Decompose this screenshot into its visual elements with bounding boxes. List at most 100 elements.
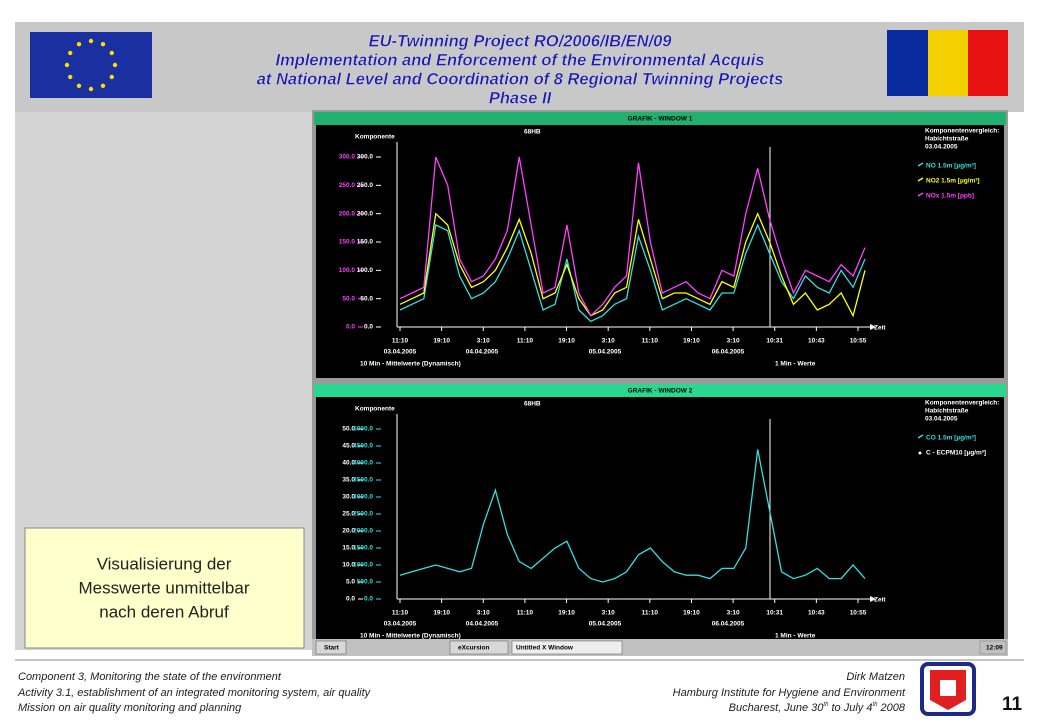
y-tick-label: 50.0 <box>342 295 355 302</box>
y-tick-label: 200.0 <box>357 210 374 217</box>
taskbar: Start eXcursion Untitled X Window 12:09 <box>312 639 1008 656</box>
footer-date: Bucharest, June 30th to July 4th 2008 <box>729 702 906 714</box>
time-label: Zeit <box>874 597 886 604</box>
footer-left: Activity 3.1, establishment of an integr… <box>17 687 372 699</box>
x-tick-label: 19:10 <box>558 610 575 617</box>
y-tick-label: 100.0 <box>357 267 374 274</box>
x-axis-arrow <box>870 596 876 602</box>
x-tick-label: 11:10 <box>642 338 659 345</box>
header-title: at National Level and Coordination of 8 … <box>257 70 784 88</box>
y-tick-label: 0.0 <box>364 596 373 603</box>
callout-box <box>24 527 305 649</box>
legend-swatch <box>918 451 922 455</box>
start-button[interactable]: Start <box>324 645 340 652</box>
y-tick-label: 30.0 <box>342 494 355 501</box>
station-label: 68HB <box>524 401 541 408</box>
x-tick-label: 11:10 <box>392 610 409 617</box>
y-tick-label: 0.0 <box>346 596 355 603</box>
star <box>76 83 82 88</box>
footer-left-label: 10 Min - Mittelwerte (Dynamisch) <box>360 361 461 368</box>
date-part: to July 4 <box>828 702 872 714</box>
x-tick-label: 10:55 <box>850 338 867 345</box>
y-tick-label: 15.0 <box>342 545 355 552</box>
logo <box>920 662 976 716</box>
callout-text: Visualisierung der <box>97 554 232 573</box>
date-label: 04.04.2005 <box>466 621 499 628</box>
star <box>88 38 94 44</box>
y-tick-label: 5.0 <box>346 579 355 586</box>
x-tick-label: 19:10 <box>683 610 700 617</box>
date-sup: th <box>823 702 829 708</box>
legend-swatch <box>917 192 924 197</box>
y-tick-label: 0.0 <box>364 324 373 331</box>
x-axis-arrow <box>870 324 876 330</box>
date-part: Bucharest, June 30 <box>729 702 825 714</box>
star <box>109 50 114 56</box>
y-tick-label: 5000.0 <box>353 426 373 433</box>
x-tick-label: 3:10 <box>727 610 740 617</box>
date-label: 06.04.2005 <box>712 621 745 628</box>
window-title: GRAFIK - WINDOW 1 <box>628 116 693 123</box>
star <box>68 50 73 56</box>
romania-flag <box>887 30 1008 96</box>
footer-right-label: 1 Min - Werte <box>775 361 816 368</box>
header-bar <box>15 22 1024 112</box>
y-tick-label: 100.0 <box>339 267 356 274</box>
y-tick-label: 2500.0 <box>353 511 373 518</box>
legend-label: CO 1.5m [µg/m³] <box>926 435 976 442</box>
y-tick-label: 1500.0 <box>353 545 373 552</box>
y-tick-label: 0.0 <box>346 324 355 331</box>
window-titlebar <box>314 112 1006 125</box>
y-tick-label: 50.0 <box>360 295 373 302</box>
legend-heading: Komponentenvergleich: <box>925 400 999 407</box>
window-title: GRAFIK - WINDOW 2 <box>628 388 693 395</box>
legend-heading: 03.04.2005 <box>925 416 958 423</box>
y-tick-label: 300.0 <box>339 154 356 161</box>
y-tick-label: 25.0 <box>342 511 355 518</box>
legend-swatch <box>917 177 924 182</box>
legend-heading: 03.04.2005 <box>925 144 958 151</box>
x-tick-label: 11:10 <box>392 338 409 345</box>
task-item[interactable]: eXcursion <box>458 645 489 652</box>
star <box>88 86 94 92</box>
series-line <box>399 211 866 318</box>
clock: 12:09 <box>986 645 1003 652</box>
callout-text: Messwerte unmittelbar <box>78 578 249 597</box>
date-label: 04.04.2005 <box>466 349 499 356</box>
legend-label: NO 1.5m [µg/m³] <box>926 163 976 170</box>
date-sup: th <box>872 702 878 708</box>
y-tick-label: 500.0 <box>357 579 374 586</box>
x-tick-label: 19:10 <box>433 610 450 617</box>
x-tick-label: 19:10 <box>683 338 700 345</box>
star <box>76 42 82 47</box>
date-label: 06.04.2005 <box>712 349 745 356</box>
date-label: 03.04.2005 <box>384 349 417 356</box>
date-part: 2008 <box>877 702 905 714</box>
axis-label: Komponente <box>355 134 395 141</box>
x-tick-label: 3:10 <box>602 338 615 345</box>
legend-label: C - ECPM10 [µg/m³] <box>926 450 986 457</box>
x-tick-label: 19:10 <box>433 338 450 345</box>
y-tick-label: 4000.0 <box>353 460 373 467</box>
footer-left: Component 3, Monitoring the state of the… <box>18 671 282 683</box>
header-title: Phase II <box>489 89 552 107</box>
y-tick-label: 200.0 <box>339 210 356 217</box>
date-label: 05.04.2005 <box>589 621 622 628</box>
header-title: Implementation and Enforcement of the En… <box>276 51 765 69</box>
x-tick-label: 11:10 <box>517 338 534 345</box>
chart-window: GRAFIK - WINDOW 1 68HB Komponente 0.0 50.0 10… <box>314 112 1006 378</box>
time-label: Zeit <box>874 325 886 332</box>
y-tick-label: 40.0 <box>342 460 355 467</box>
station-label: 68HB <box>524 129 541 136</box>
header-title: EU-Twinning Project RO/2006/IB/EN/09 <box>369 32 673 50</box>
star <box>68 74 73 80</box>
x-tick-label: 3:10 <box>727 338 740 345</box>
y-tick-label: 10.0 <box>342 562 355 569</box>
y-tick-label: 150.0 <box>339 239 356 246</box>
footer-right: Dirk Matzen <box>846 671 905 683</box>
plot-background <box>316 397 1004 640</box>
task-item[interactable]: Untitled X Window <box>516 645 574 652</box>
chart-windows: GRAFIK - WINDOW 1 68HB Komponente 0.0 50.0 10… <box>314 112 1006 640</box>
legend-heading: Habichtstraße <box>925 408 969 415</box>
